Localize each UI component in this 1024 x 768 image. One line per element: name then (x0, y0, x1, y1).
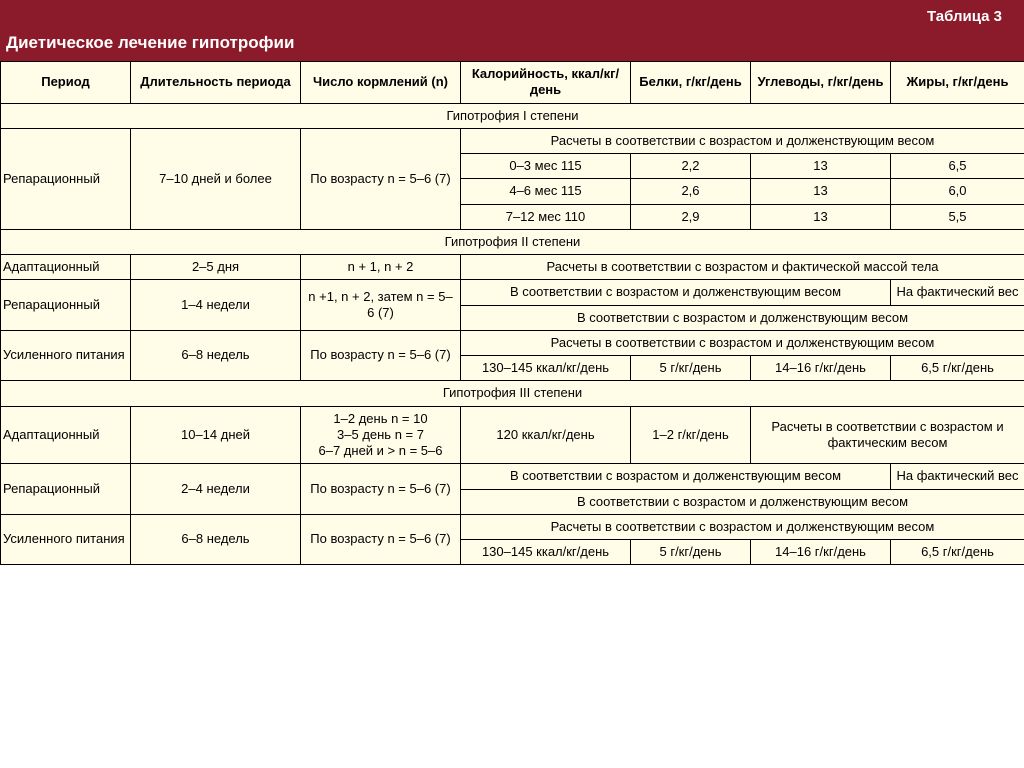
cell-carb: 13 (751, 204, 891, 229)
cell-duration: 6–8 недель (131, 514, 301, 565)
table-number: Таблица 3 (4, 4, 1014, 31)
cell-carb: 14–16 г/кг/день (751, 356, 891, 381)
cell-duration: 7–10 дней и более (131, 128, 301, 229)
cell-note: На фактический вес (891, 464, 1024, 489)
table-row: Репарационный 7–10 дней и более По возра… (1, 128, 1024, 153)
cell-feedings: n + 1, n + 2 (301, 255, 461, 280)
cell-fat: 6,5 г/кг/день (891, 540, 1024, 565)
cell-cal: 7–12 мес 110 (461, 204, 631, 229)
cell-carb: 13 (751, 154, 891, 179)
cell-prot: 2,6 (631, 179, 751, 204)
cell-carb: 14–16 г/кг/день (751, 540, 891, 565)
col-duration: Длительность периода (131, 62, 301, 104)
table-row: Усиленного питания 6–8 недель По возраст… (1, 514, 1024, 539)
cell-period: Адаптационный (1, 406, 131, 464)
cell-period: Репарационный (1, 464, 131, 515)
cell-feedings: По возрасту n = 5–6 (7) (301, 514, 461, 565)
cell-cal: 0–3 мес 115 (461, 154, 631, 179)
header-row: Период Длительность периода Число кормле… (1, 62, 1024, 104)
cell-prot: 5 г/кг/день (631, 540, 751, 565)
cell-feedings: По возрасту n = 5–6 (7) (301, 464, 461, 515)
cell-note: На фактический вес (891, 280, 1024, 305)
cell-fat: 6,5 (891, 154, 1024, 179)
col-calories: Калорийность, ккал/кг/день (461, 62, 631, 104)
cell-carb: 13 (751, 179, 891, 204)
cell-cal: 130–145 ккал/кг/день (461, 540, 631, 565)
cell-period: Адаптационный (1, 255, 131, 280)
table-header-bar: Таблица 3 Диетическое лечение гипотрофии (0, 0, 1024, 61)
cell-feedings: По возрасту n = 5–6 (7) (301, 330, 461, 381)
cell-note: Расчеты в соответствии с возрастом и дол… (461, 330, 1024, 355)
table-row: Адаптационный 10–14 дней 1–2 день n = 10… (1, 406, 1024, 464)
cell-period: Репарационный (1, 280, 131, 331)
table-row: Адаптационный 2–5 дня n + 1, n + 2 Расче… (1, 255, 1024, 280)
table-row: Репарационный 2–4 недели По возрасту n =… (1, 464, 1024, 489)
cell-note: Расчеты в соответствии с возрастом и дол… (461, 514, 1024, 539)
cell-note: В соответствии с возрастом и долженствую… (461, 464, 891, 489)
cell-cal: 4–6 мес 115 (461, 179, 631, 204)
cell-duration: 6–8 недель (131, 330, 301, 381)
cell-duration: 1–4 недели (131, 280, 301, 331)
section-2-header: Гипотрофия II степени (1, 229, 1024, 254)
table-row: Репарационный 1–4 недели n +1, n + 2, за… (1, 280, 1024, 305)
cell-feedings: n +1, n + 2, затем n = 5–6 (7) (301, 280, 461, 331)
section-2-title: Гипотрофия II степени (1, 229, 1024, 254)
cell-fat: 5,5 (891, 204, 1024, 229)
col-carbs: Углеводы, г/кг/день (751, 62, 891, 104)
section-3-header: Гипотрофия III степени (1, 381, 1024, 406)
cell-cal: 130–145 ккал/кг/день (461, 356, 631, 381)
cell-note: Расчеты в соответствии с возрастом и фак… (461, 255, 1024, 280)
cell-prot: 2,2 (631, 154, 751, 179)
cell-duration: 2–4 недели (131, 464, 301, 515)
cell-prot: 1–2 г/кг/день (631, 406, 751, 464)
cell-fat: 6,5 г/кг/день (891, 356, 1024, 381)
cell-period: Репарационный (1, 128, 131, 229)
section-1-title: Гипотрофия I степени (1, 103, 1024, 128)
section-1-header: Гипотрофия I степени (1, 103, 1024, 128)
col-protein: Белки, г/кг/день (631, 62, 751, 104)
section-3-title: Гипотрофия III степени (1, 381, 1024, 406)
col-feedings: Число кормлений (n) (301, 62, 461, 104)
cell-note: В соответствии с возрастом и долженствую… (461, 280, 891, 305)
cell-feedings: 1–2 день n = 10 3–5 день n = 7 6–7 дней … (301, 406, 461, 464)
cell-prot: 2,9 (631, 204, 751, 229)
cell-note: Расчеты в соответствии с возрастом и фак… (751, 406, 1024, 464)
cell-prot: 5 г/кг/день (631, 356, 751, 381)
cell-feedings: По возрасту n = 5–6 (7) (301, 128, 461, 229)
col-period: Период (1, 62, 131, 104)
cell-note: В соответствии с возрастом и долженствую… (461, 305, 1024, 330)
cell-note: В соответствии с возрастом и долженствую… (461, 489, 1024, 514)
cell-period: Усиленного питания (1, 514, 131, 565)
cell-duration: 10–14 дней (131, 406, 301, 464)
cell-duration: 2–5 дня (131, 255, 301, 280)
table-row: Усиленного питания 6–8 недель По возраст… (1, 330, 1024, 355)
cell-fat: 6,0 (891, 179, 1024, 204)
table-title: Диетическое лечение гипотрофии (4, 31, 1014, 57)
cell-note: Расчеты в соответствии с возрастом и дол… (461, 128, 1024, 153)
col-fat: Жиры, г/кг/день (891, 62, 1024, 104)
diet-table: Период Длительность периода Число кормле… (0, 61, 1024, 565)
cell-period: Усиленного питания (1, 330, 131, 381)
cell-cal: 120 ккал/кг/день (461, 406, 631, 464)
